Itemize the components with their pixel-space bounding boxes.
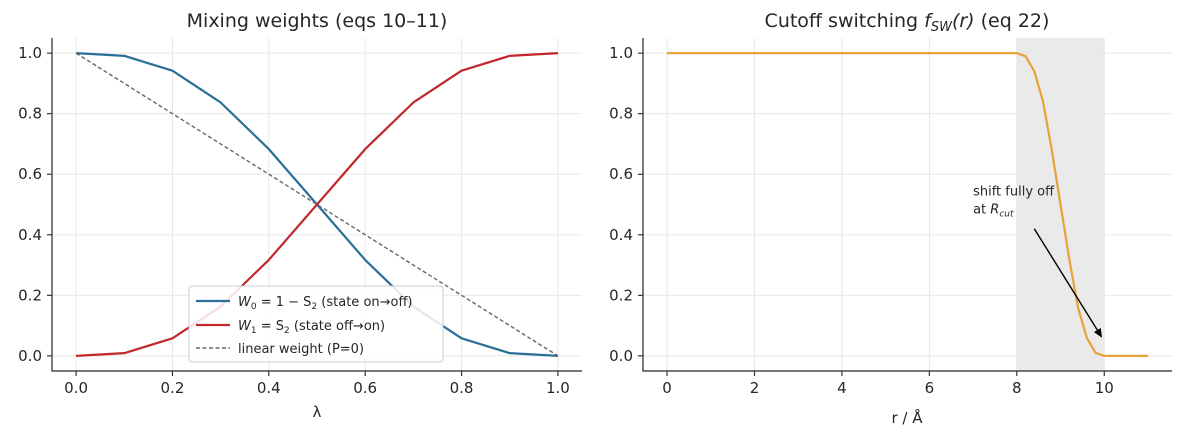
chart-title: Cutoff switching fSW(r) (eq 22): [765, 10, 1050, 35]
grid: [643, 38, 1172, 371]
x-tick-label: 8: [1012, 379, 1022, 397]
legend-entry-linear: linear weight (P=0): [238, 342, 364, 357]
x-tick-label: 0.0: [64, 379, 88, 397]
y-tick-label: 1.0: [18, 44, 42, 62]
cutoff-switching-panel: 0 2 4 6 8 10 0.0 0.2 0.4 0.6 0.8 1.0 Cutoff switchi…: [609, 10, 1172, 427]
axis-spines: [51, 38, 582, 372]
x-tick-label: 1.0: [546, 379, 570, 397]
annotation-line-1: shift fully off: [973, 184, 1055, 199]
axis-ticks: 0 2 4 6 8 10 0.0 0.2 0.4 0.6 0.8 1.0: [609, 44, 1114, 397]
chart-title: Mixing weights (eqs 10–11): [187, 10, 448, 32]
annotation-arrow: [1033, 228, 1098, 331]
x-tick-label: 6: [925, 379, 935, 397]
y-tick-label: 0.8: [18, 105, 42, 123]
x-tick-label: 0.8: [450, 379, 474, 397]
legend-frame: [188, 285, 444, 363]
y-tick-label: 0.6: [18, 165, 42, 183]
x-tick-label: 0: [662, 379, 672, 397]
x-tick-label: 0.4: [257, 379, 281, 397]
y-tick-label: 0.8: [609, 105, 633, 123]
x-tick-label: 10: [1095, 379, 1114, 397]
x-tick-label: 2: [750, 379, 760, 397]
mixing-weights-panel: 0.0 0.2 0.4 0.6 0.8 1.0 0.0 0.2 0.4 0.6 0.8 1.0 Mix…: [18, 10, 582, 421]
legend-entry-w1: W1 = S2 (state off→on): [238, 319, 385, 336]
series-line-linear: [75, 52, 559, 357]
axis-ticks: 0.0 0.2 0.4 0.6 0.8 1.0 0.0 0.2 0.4 0.6 0.8 1.0: [18, 44, 570, 397]
series-line-fsw: [667, 52, 1148, 357]
x-axis-label: λ: [313, 403, 322, 421]
series-lines: [75, 52, 559, 357]
y-tick-label: 0.0: [18, 347, 42, 365]
y-tick-label: 0.2: [18, 286, 42, 304]
y-tick-label: 0.6: [609, 165, 633, 183]
x-axis-label: r / Å: [891, 408, 923, 427]
x-tick-label: 0.2: [161, 379, 185, 397]
grid: [52, 38, 582, 371]
legend-entry-w0: W0 = 1 − S2 (state on→off): [238, 295, 413, 312]
y-tick-label: 0.2: [609, 286, 633, 304]
annotation: shift fully off at Rcut: [973, 184, 1103, 338]
y-tick-label: 0.0: [609, 347, 633, 365]
y-tick-label: 0.4: [18, 226, 42, 244]
x-tick-label: 4: [837, 379, 847, 397]
y-tick-label: 0.4: [609, 226, 633, 244]
annotation-arrowhead: [1093, 327, 1103, 338]
annotation-line-2: at Rcut: [973, 202, 1014, 219]
axis-spines: [642, 38, 1172, 372]
y-tick-label: 1.0: [609, 44, 633, 62]
x-tick-label: 0.6: [353, 379, 377, 397]
legend: W0 = 1 − S2 (state on→off) W1 = S2 (stat…: [188, 285, 444, 363]
series-lines: [667, 52, 1148, 357]
series-line-w1: [76, 52, 558, 357]
